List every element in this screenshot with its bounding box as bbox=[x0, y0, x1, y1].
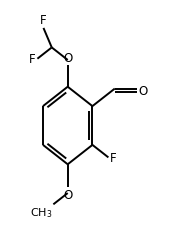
Text: O: O bbox=[138, 84, 148, 97]
Text: F: F bbox=[40, 14, 47, 27]
Text: F: F bbox=[29, 53, 36, 66]
Text: CH$_3$: CH$_3$ bbox=[30, 206, 52, 219]
Text: O: O bbox=[63, 52, 72, 65]
Text: F: F bbox=[110, 151, 116, 164]
Text: O: O bbox=[63, 188, 72, 201]
